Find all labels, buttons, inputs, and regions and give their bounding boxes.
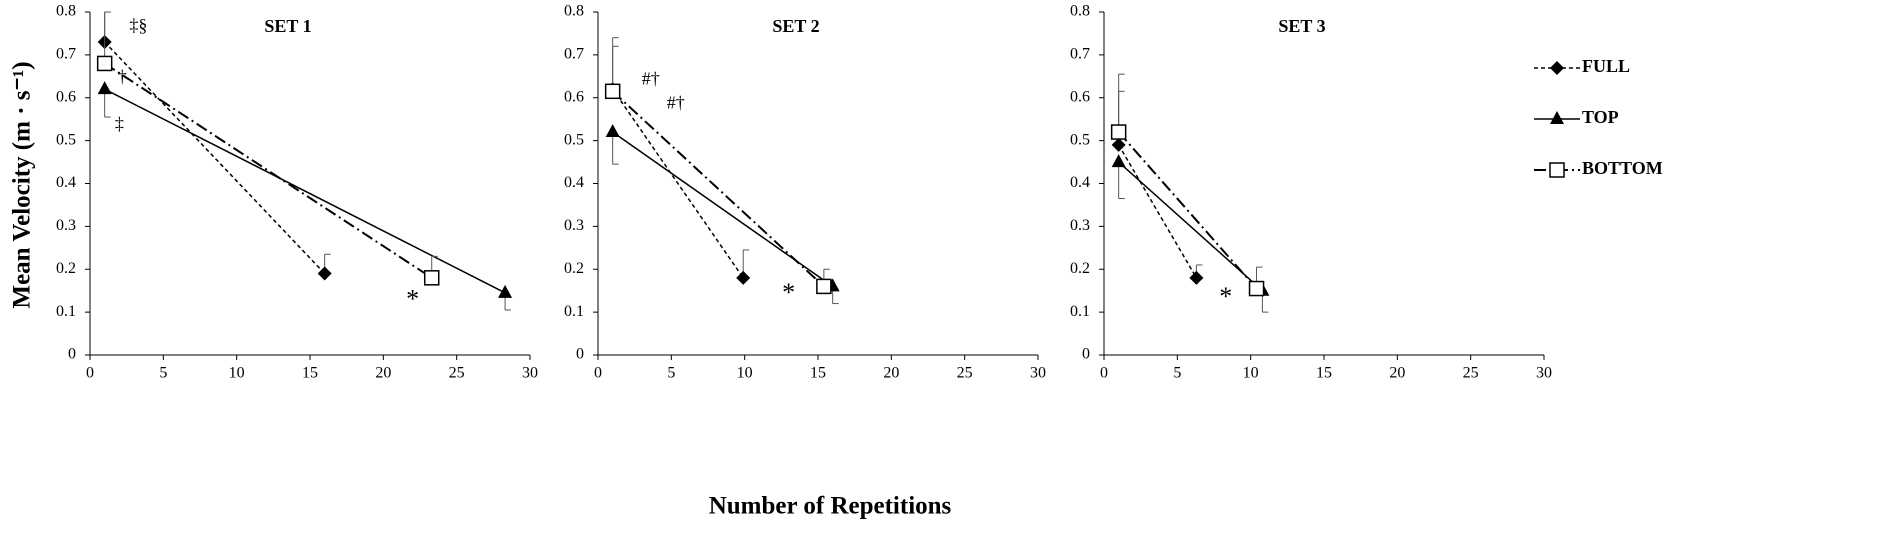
marker-square <box>604 83 621 100</box>
x-tick-label: 20 <box>883 365 899 382</box>
y-tick-label: 0.6 <box>56 88 76 105</box>
series-line <box>104 62 433 279</box>
y-tick-label: 0.2 <box>1070 260 1090 277</box>
x-tick-label: 15 <box>810 365 826 382</box>
y-tick-label: 0.7 <box>56 46 76 63</box>
x-tick-label: 15 <box>1316 365 1332 382</box>
y-tick-label: 0.5 <box>564 131 584 148</box>
y-tick-label: 0.8 <box>56 3 76 20</box>
marker-square <box>96 55 113 72</box>
series-line <box>104 88 506 294</box>
chart-title: SET 2 <box>772 16 819 36</box>
x-tick-label: 25 <box>957 365 973 382</box>
legend-marker <box>1550 61 1564 75</box>
x-tick-label: 10 <box>229 365 245 382</box>
y-tick-label: 0.7 <box>1070 46 1090 63</box>
y-tick-label: 0.3 <box>56 217 76 234</box>
y-tick-label: 0.2 <box>56 260 76 277</box>
y-tick-label: 0.5 <box>56 131 76 148</box>
y-tick-label: 0 <box>1082 346 1090 363</box>
legend-marker <box>1549 162 1565 178</box>
y-tick-label: 0 <box>68 346 76 363</box>
y-tick-label: 0.4 <box>564 174 584 191</box>
marker-triangle <box>605 124 620 138</box>
x-tick-label: 10 <box>737 365 753 382</box>
y-tick-label: 0.4 <box>56 174 76 191</box>
legend-label: TOP <box>1582 107 1619 127</box>
x-tick-label: 5 <box>1173 365 1181 382</box>
legend-label: BOTTOM <box>1582 158 1663 178</box>
y-axis-label: Mean Velocity (m · s⁻¹) <box>9 61 36 308</box>
y-tick-label: 0.1 <box>564 303 584 320</box>
annotation: * <box>782 278 795 307</box>
marker-diamond <box>1111 137 1126 152</box>
x-tick-label: 25 <box>449 365 465 382</box>
x-tick-label: 30 <box>522 365 538 382</box>
x-tick-label: 0 <box>1100 365 1108 382</box>
series-line <box>611 90 825 288</box>
marker-diamond <box>317 266 332 281</box>
x-tick-label: 15 <box>302 365 318 382</box>
x-tick-label: 30 <box>1536 365 1552 382</box>
x-axis-label: Number of Repetitions <box>709 493 952 520</box>
y-tick-label: 0.8 <box>564 3 584 20</box>
marker-triangle <box>1111 154 1126 168</box>
y-tick-label: 0.1 <box>56 303 76 320</box>
chart-title: SET 1 <box>264 16 311 36</box>
series-line <box>1117 131 1258 290</box>
y-tick-label: 0 <box>576 346 584 363</box>
x-tick-label: 5 <box>159 365 167 382</box>
y-tick-label: 0.4 <box>1070 174 1090 191</box>
marker-diamond <box>736 270 751 285</box>
y-tick-label: 0.1 <box>1070 303 1090 320</box>
x-tick-label: 20 <box>1389 365 1405 382</box>
chart-title: SET 3 <box>1278 16 1325 36</box>
series-line <box>612 88 744 279</box>
y-tick-label: 0.3 <box>564 217 584 234</box>
annotation: * <box>406 284 419 313</box>
legend-label: FULL <box>1582 56 1630 76</box>
marker-triangle <box>498 284 513 298</box>
x-tick-label: 25 <box>1463 365 1479 382</box>
annotation: #† <box>667 92 685 112</box>
x-tick-label: 20 <box>375 365 391 382</box>
annotation: † <box>118 67 127 87</box>
x-tick-label: 10 <box>1243 365 1259 382</box>
x-tick-label: 5 <box>667 365 675 382</box>
marker-triangle <box>97 81 112 95</box>
y-tick-label: 0.3 <box>1070 217 1090 234</box>
x-tick-label: 0 <box>86 365 94 382</box>
marker-square <box>1110 124 1127 140</box>
series-line <box>104 41 326 275</box>
series-line <box>1118 144 1198 279</box>
x-tick-label: 0 <box>594 365 602 382</box>
y-tick-label: 0.8 <box>1070 3 1090 20</box>
marker-square <box>423 270 440 286</box>
annotation: #† <box>642 69 660 89</box>
x-tick-label: 30 <box>1030 365 1046 382</box>
annotation: ‡§ <box>129 15 147 35</box>
marker-square <box>1248 280 1265 297</box>
y-tick-label: 0.2 <box>564 260 584 277</box>
y-tick-label: 0.7 <box>564 46 584 63</box>
annotation: ‡ <box>115 114 124 134</box>
annotation: * <box>1219 282 1232 311</box>
legend-marker <box>1550 111 1564 124</box>
y-tick-label: 0.6 <box>1070 88 1090 105</box>
marker-square <box>816 278 832 295</box>
marker-diamond <box>1189 270 1204 285</box>
y-tick-label: 0.6 <box>564 88 584 105</box>
y-tick-label: 0.5 <box>1070 131 1090 148</box>
